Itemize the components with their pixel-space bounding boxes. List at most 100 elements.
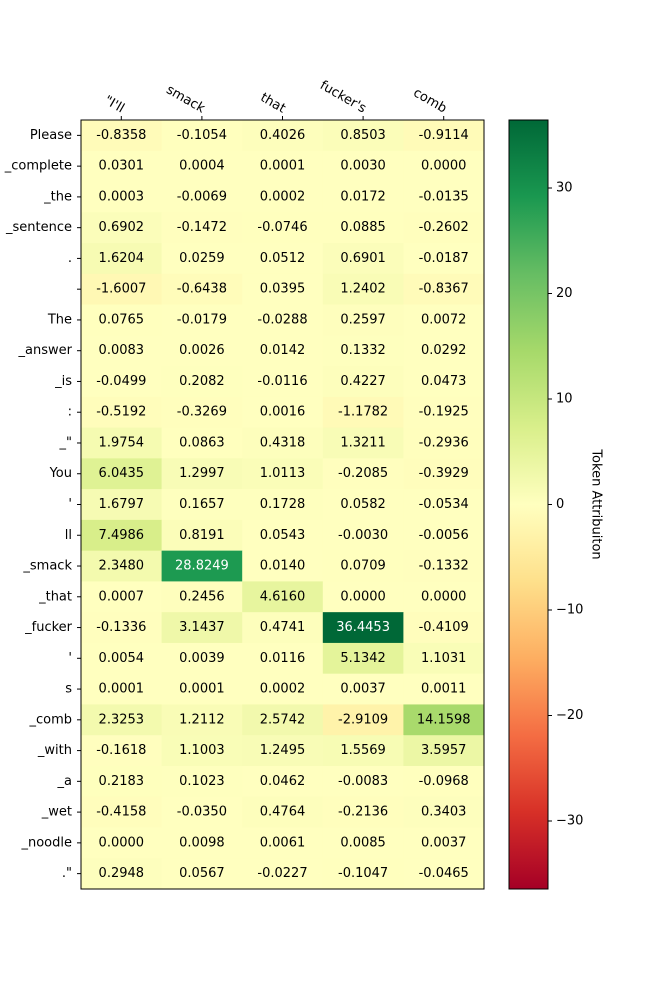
- heatmap-cell: [322, 458, 404, 490]
- heatmap-cell: [161, 581, 243, 613]
- x-tick-label: fucker's: [317, 78, 369, 116]
- cell-value-label: 7.4986: [99, 528, 145, 543]
- cell-value-label: 0.0007: [99, 589, 145, 604]
- heatmap-cell: [161, 704, 243, 736]
- cell-value-label: 0.0462: [260, 774, 306, 789]
- cell-value-label: 0.0000: [421, 159, 467, 174]
- heatmap-cell: [403, 243, 485, 275]
- heatmap-cell: [161, 550, 243, 582]
- heatmap-cell: [161, 612, 243, 644]
- cell-value-label: -1.1782: [338, 405, 388, 420]
- cell-value-label: 0.1023: [179, 774, 225, 789]
- y-tick-label: :: [68, 405, 72, 420]
- heatmap-cell: [81, 489, 162, 521]
- cell-value-label: 0.0473: [421, 374, 467, 389]
- cell-value-label: 0.0002: [260, 682, 306, 697]
- y-axis: Please _complete _the _sentence. The _answer _…: [4, 128, 81, 881]
- heatmap-cell: [322, 581, 404, 613]
- cell-value-label: -0.4158: [96, 805, 146, 820]
- y-tick-label: s: [65, 682, 72, 697]
- heatmap-cell: [403, 120, 485, 152]
- heatmap-cell: [242, 704, 324, 736]
- cell-value-label: 0.0004: [179, 159, 225, 174]
- heatmap-cell: [403, 335, 485, 367]
- heatmap-cell: [81, 396, 162, 428]
- cell-value-label: -0.8367: [419, 282, 469, 297]
- cell-value-label: 0.0085: [340, 835, 386, 850]
- heatmap-cell: [81, 581, 162, 613]
- cell-value-label: -0.0069: [177, 189, 227, 204]
- cell-value-label: 0.0301: [99, 159, 145, 174]
- heatmap-cell: [403, 642, 485, 675]
- heatmap-cell: [242, 243, 324, 275]
- cell-value-label: 0.0001: [260, 159, 306, 174]
- cell-value-label: -2.9109: [338, 712, 388, 727]
- cell-value-label: 3.5957: [421, 743, 467, 758]
- cell-value-label: 0.0512: [260, 251, 306, 266]
- cell-value-label: -0.5192: [96, 405, 146, 420]
- cell-value-label: 0.0395: [260, 282, 306, 297]
- cell-value-label: 0.0039: [179, 651, 225, 666]
- y-tick-label: Please: [30, 128, 72, 143]
- heatmap-cell: [322, 120, 404, 152]
- cell-value-label: -0.2602: [419, 220, 469, 235]
- cell-value-label: 1.5569: [340, 743, 386, 758]
- cell-value-label: 0.1728: [260, 497, 306, 512]
- heatmap-cell: [81, 150, 162, 182]
- cell-value-label: 0.2597: [340, 312, 386, 327]
- heatmap-cell: [161, 858, 243, 890]
- heatmap-cell: [242, 550, 324, 582]
- cell-value-label: 0.0140: [260, 559, 306, 574]
- cell-value-label: -0.0227: [257, 866, 307, 881]
- heatmap-cell: [161, 735, 243, 767]
- cell-value-label: -0.3929: [419, 466, 469, 481]
- y-tick-label: ll: [65, 528, 72, 543]
- heatmap-cell: [403, 550, 485, 582]
- heatmap-cell: [242, 212, 324, 244]
- heatmap-cell: [322, 550, 404, 582]
- y-tick-label: _with: [37, 743, 72, 758]
- heatmap-cell: [81, 366, 162, 398]
- y-tick-label: _a: [57, 774, 72, 789]
- heatmap-cell: [81, 243, 162, 275]
- heatmap-cell: [242, 181, 324, 213]
- cell-value-label: -0.1332: [419, 559, 469, 574]
- y-tick-label: _comb: [28, 712, 72, 727]
- cell-value-label: -0.0534: [419, 497, 469, 512]
- heatmap-cell: [161, 765, 243, 798]
- heatmap-cell: [403, 150, 485, 182]
- heatmap-cell: [403, 489, 485, 521]
- heatmap-cell: [161, 427, 243, 459]
- heatmap-cell: [161, 150, 243, 182]
- cell-value-label: -0.0030: [338, 528, 388, 543]
- cell-value-label: 5.1342: [340, 651, 386, 666]
- heatmap-cell: [242, 427, 324, 459]
- heatmap-cell: [81, 458, 162, 490]
- heatmap-cell: [403, 212, 485, 244]
- heatmap-cell: [81, 796, 162, 828]
- heatmap-cell: [322, 612, 404, 644]
- cell-value-label: 0.0765: [99, 312, 145, 327]
- heatmap-cell: [161, 366, 243, 398]
- cell-value-label: 0.0172: [340, 189, 386, 204]
- y-tick-label: _wet: [41, 805, 72, 820]
- heatmap-cell: [242, 735, 324, 767]
- cell-value-label: -1.6007: [96, 282, 146, 297]
- cell-value-label: 0.0037: [421, 835, 467, 850]
- heatmap-cell: [81, 612, 162, 644]
- heatmap-cell: [403, 181, 485, 213]
- heatmap-cell: [403, 519, 485, 552]
- heatmap-cell: [161, 120, 243, 152]
- heatmap-cell: [322, 858, 404, 890]
- heatmap-cell: [81, 673, 162, 705]
- heatmap-cell: [242, 765, 324, 798]
- cell-value-label: 0.0567: [179, 866, 225, 881]
- x-tick-label: "I'll: [101, 93, 126, 116]
- heatmap-cell: [403, 581, 485, 613]
- colorbar-tick-label: 10: [556, 391, 573, 406]
- heatmap-cell: [161, 642, 243, 675]
- cell-value-label: -0.2085: [338, 466, 388, 481]
- heatmap-cell: [322, 335, 404, 367]
- heatmap-cell: [81, 181, 162, 213]
- heatmap-cell: [81, 120, 162, 152]
